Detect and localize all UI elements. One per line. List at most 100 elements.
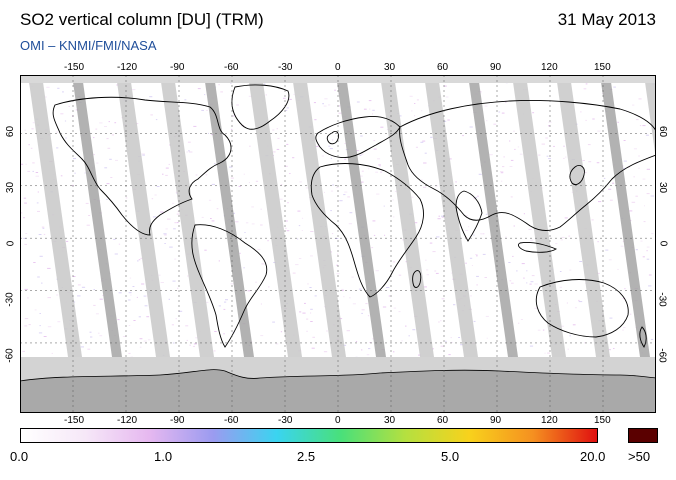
noise-speckle	[644, 205, 645, 207]
lon-tick: 150	[594, 62, 611, 73]
noise-speckle	[563, 157, 565, 159]
noise-speckle	[204, 249, 207, 251]
noise-speckle	[313, 102, 316, 104]
noise-speckle	[635, 249, 638, 251]
noise-speckle	[608, 259, 612, 261]
noise-speckle	[378, 164, 381, 166]
indonesia-coast	[517, 242, 557, 253]
noise-speckle	[31, 128, 34, 130]
noise-speckle	[306, 318, 309, 320]
noise-speckle	[465, 229, 469, 231]
noise-speckle	[469, 126, 473, 128]
noise-speckle	[638, 167, 640, 169]
noise-speckle	[211, 220, 215, 222]
noise-speckle	[193, 125, 197, 127]
noise-speckle	[361, 181, 364, 183]
noise-speckle	[528, 228, 532, 230]
noise-speckle	[386, 287, 390, 288]
noise-speckle	[398, 311, 401, 313]
greenland-coast	[231, 84, 290, 130]
noise-speckle	[20, 212, 23, 214]
map-border	[20, 75, 656, 413]
noise-speckle	[310, 312, 312, 314]
noise-speckle	[546, 155, 549, 157]
noise-speckle	[239, 252, 241, 254]
noise-speckle	[476, 284, 478, 286]
noise-speckle	[393, 351, 395, 353]
noise-speckle	[485, 213, 488, 215]
noise-speckle	[342, 290, 344, 292]
lon-tick: 30	[384, 62, 396, 73]
noise-speckle	[359, 154, 362, 156]
noise-speckle	[469, 257, 473, 259]
noise-speckle	[23, 237, 27, 239]
noise-speckle	[37, 210, 40, 212]
noise-speckle	[421, 179, 423, 181]
noise-speckle	[379, 165, 381, 167]
noise-speckle	[632, 104, 635, 106]
noise-speckle	[534, 307, 538, 309]
noise-speckle	[260, 335, 264, 337]
lat-tick: -60	[656, 348, 668, 363]
orbit-gap-swath	[512, 75, 566, 357]
noise-speckle	[409, 95, 413, 97]
noise-speckle	[238, 185, 241, 187]
noise-speckle	[172, 280, 176, 282]
noise-speckle	[369, 342, 372, 343]
noise-speckle	[125, 197, 128, 199]
noise-speckle	[369, 108, 371, 110]
noise-speckle	[517, 146, 520, 148]
noise-speckle	[540, 187, 544, 189]
noise-speckle	[41, 282, 43, 284]
lat-tick: 0	[5, 240, 17, 247]
noise-speckle	[115, 159, 118, 161]
noise-speckle	[158, 274, 161, 276]
noise-speckle	[372, 109, 375, 111]
noise-speckle	[288, 98, 292, 100]
noise-speckle	[114, 253, 118, 255]
map-title: SO2 vertical column [DU] (TRM)	[20, 10, 264, 29]
noise-speckle	[598, 201, 602, 203]
noise-speckle	[373, 140, 376, 142]
noise-speckle	[301, 230, 303, 231]
noise-speckle	[545, 137, 548, 139]
noise-speckle	[580, 111, 582, 113]
noise-speckle	[373, 234, 376, 236]
noise-speckle	[93, 154, 95, 156]
noise-speckle	[564, 217, 568, 219]
orbit-gaps	[28, 75, 656, 357]
lon-tick: 120	[541, 62, 558, 73]
noise-speckle	[451, 272, 453, 274]
noise-speckle	[405, 261, 407, 263]
noise-speckle	[555, 243, 558, 245]
noise-speckle	[286, 143, 289, 145]
noise-speckle	[423, 186, 427, 188]
noise-speckle	[251, 206, 254, 208]
noise-speckle	[650, 195, 654, 197]
noise-speckle	[292, 157, 295, 159]
noise-speckle	[511, 282, 514, 284]
noise-speckle	[344, 143, 346, 144]
noise-speckle	[429, 242, 433, 244]
noise-speckle	[22, 350, 25, 352]
noise-speckle	[297, 238, 299, 240]
noise-speckle	[418, 354, 422, 356]
noise-speckle	[193, 343, 197, 345]
orbit-gap-swath	[424, 75, 478, 357]
noise-speckle	[195, 337, 198, 339]
noise-speckle	[547, 352, 550, 354]
noise-speckle	[56, 147, 59, 149]
noise-speckle	[99, 335, 103, 337]
noise-speckle	[366, 354, 370, 356]
noise-speckle	[60, 113, 64, 115]
noise-speckle	[57, 321, 61, 323]
noise-speckle	[299, 181, 302, 183]
noise-speckle	[323, 105, 327, 107]
noise-speckle	[297, 210, 301, 212]
noise-speckle	[473, 320, 476, 322]
noise-speckle	[620, 245, 624, 247]
noise-speckle	[498, 111, 501, 113]
noise-speckle	[411, 110, 413, 112]
noise-speckle	[336, 186, 339, 188]
noise-speckle	[622, 298, 626, 299]
